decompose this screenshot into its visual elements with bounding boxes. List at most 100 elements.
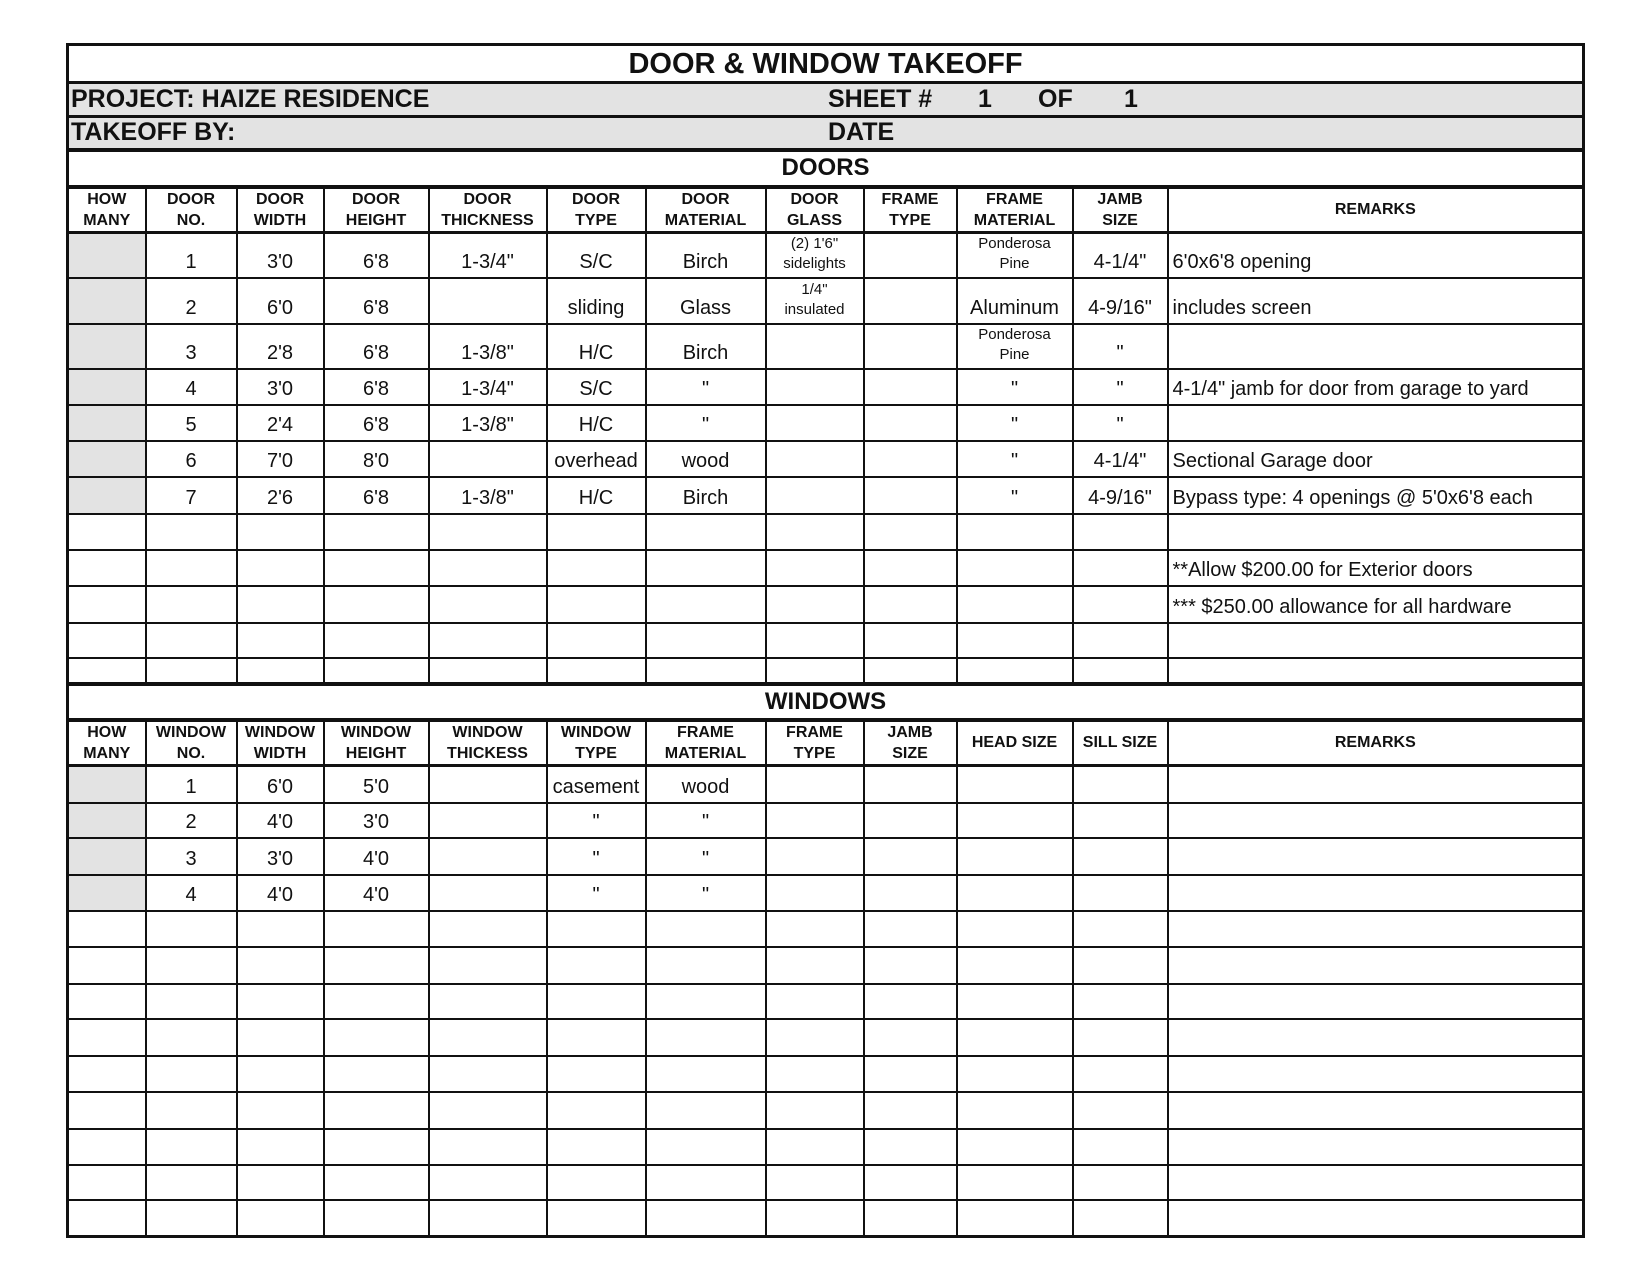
- cell[interactable]: [66, 764, 147, 804]
- cell[interactable]: ": [955, 475, 1074, 515]
- cell[interactable]: [235, 1163, 325, 1201]
- cell[interactable]: 2: [144, 276, 238, 325]
- cell[interactable]: [144, 656, 238, 685]
- cell[interactable]: ": [1071, 403, 1169, 442]
- cell[interactable]: [1071, 1017, 1169, 1057]
- cell[interactable]: [427, 1127, 548, 1166]
- cell[interactable]: 1-3/4": [427, 367, 548, 406]
- cell[interactable]: ": [545, 836, 647, 876]
- cell[interactable]: [955, 512, 1074, 551]
- cell[interactable]: ": [955, 403, 1074, 442]
- cell[interactable]: [427, 548, 548, 587]
- cell[interactable]: Aluminum: [955, 276, 1074, 325]
- cell[interactable]: [862, 403, 958, 442]
- cell[interactable]: ": [644, 801, 767, 839]
- cell[interactable]: [66, 1054, 147, 1093]
- cell[interactable]: [644, 1163, 767, 1201]
- cell[interactable]: [322, 1017, 430, 1057]
- cell[interactable]: [66, 322, 147, 370]
- cell[interactable]: [644, 1090, 767, 1130]
- cell[interactable]: [955, 764, 1074, 804]
- cell[interactable]: [764, 656, 865, 685]
- cell[interactable]: [1071, 873, 1169, 912]
- cell[interactable]: [235, 909, 325, 948]
- cell[interactable]: [955, 621, 1074, 659]
- cell[interactable]: [66, 1163, 147, 1201]
- cell[interactable]: includes screen: [1166, 276, 1585, 325]
- cell[interactable]: 2'4: [235, 403, 325, 442]
- cell[interactable]: wood: [644, 764, 767, 804]
- cell[interactable]: [1166, 909, 1585, 948]
- cell[interactable]: [545, 621, 647, 659]
- cell[interactable]: [144, 982, 238, 1020]
- cell[interactable]: [322, 1054, 430, 1093]
- cell[interactable]: [862, 322, 958, 370]
- cell[interactable]: ": [644, 873, 767, 912]
- cell[interactable]: ": [1071, 367, 1169, 406]
- cell[interactable]: [235, 1127, 325, 1166]
- cell[interactable]: [764, 836, 865, 876]
- cell[interactable]: 4-1/4": [1071, 231, 1169, 279]
- cell[interactable]: ": [644, 367, 767, 406]
- cell[interactable]: [862, 231, 958, 279]
- cell[interactable]: [66, 621, 147, 659]
- cell[interactable]: [235, 1090, 325, 1130]
- cell[interactable]: 2'6: [235, 475, 325, 515]
- cell[interactable]: [862, 1163, 958, 1201]
- cell[interactable]: [644, 1127, 767, 1166]
- cell[interactable]: [235, 945, 325, 985]
- cell[interactable]: 6'0: [235, 276, 325, 325]
- cell[interactable]: [545, 1054, 647, 1093]
- cell[interactable]: [427, 1163, 548, 1201]
- cell[interactable]: [66, 439, 147, 478]
- cell[interactable]: [66, 982, 147, 1020]
- cell[interactable]: [427, 801, 548, 839]
- cell[interactable]: [862, 1017, 958, 1057]
- cell[interactable]: [862, 1090, 958, 1130]
- cell[interactable]: [66, 276, 147, 325]
- cell[interactable]: 6'0: [235, 764, 325, 804]
- cell[interactable]: 2'8: [235, 322, 325, 370]
- cell[interactable]: [427, 439, 548, 478]
- cell[interactable]: [1166, 1017, 1585, 1057]
- cell[interactable]: [862, 584, 958, 624]
- cell[interactable]: [764, 909, 865, 948]
- cell[interactable]: [862, 764, 958, 804]
- cell[interactable]: [764, 801, 865, 839]
- cell[interactable]: [955, 873, 1074, 912]
- cell[interactable]: [322, 656, 430, 685]
- cell[interactable]: [1071, 584, 1169, 624]
- cell[interactable]: [144, 1163, 238, 1201]
- cell[interactable]: [1071, 836, 1169, 876]
- cell[interactable]: [144, 1054, 238, 1093]
- cell[interactable]: [955, 656, 1074, 685]
- cell[interactable]: [545, 909, 647, 948]
- cell[interactable]: [764, 322, 865, 370]
- cell[interactable]: [1166, 656, 1585, 685]
- cell[interactable]: [322, 1163, 430, 1201]
- cell[interactable]: [545, 1090, 647, 1130]
- cell[interactable]: 4: [144, 873, 238, 912]
- cell[interactable]: Birch: [644, 475, 767, 515]
- cell[interactable]: [235, 512, 325, 551]
- cell[interactable]: [1071, 1163, 1169, 1201]
- cell[interactable]: [862, 367, 958, 406]
- cell[interactable]: [764, 621, 865, 659]
- cell[interactable]: [1166, 322, 1585, 370]
- cell[interactable]: [66, 584, 147, 624]
- cell[interactable]: [862, 548, 958, 587]
- cell[interactable]: [1166, 836, 1585, 876]
- cell[interactable]: [1166, 1163, 1585, 1201]
- cell[interactable]: [862, 1198, 958, 1238]
- cell[interactable]: [66, 231, 147, 279]
- cell[interactable]: [862, 475, 958, 515]
- cell[interactable]: [1166, 873, 1585, 912]
- cell[interactable]: [955, 584, 1074, 624]
- cell[interactable]: [66, 512, 147, 551]
- cell[interactable]: [764, 1127, 865, 1166]
- cell[interactable]: [1166, 1198, 1585, 1238]
- cell[interactable]: [322, 584, 430, 624]
- cell[interactable]: H/C: [545, 322, 647, 370]
- cell[interactable]: [862, 621, 958, 659]
- cell[interactable]: 1/4" insulated: [764, 276, 865, 325]
